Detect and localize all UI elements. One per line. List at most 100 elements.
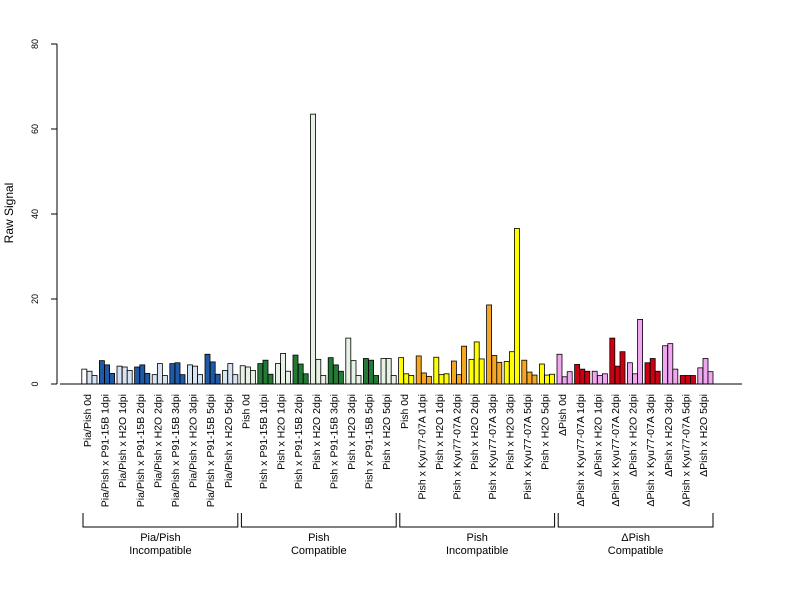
bar [274, 363, 281, 385]
bar [327, 357, 334, 385]
bar [508, 351, 515, 385]
bar [285, 370, 292, 385]
bar [456, 374, 463, 385]
bar [496, 361, 503, 385]
x-tick-label: Pish x H2O 3dpi [346, 394, 358, 470]
bar [126, 369, 133, 385]
group-bracket [557, 513, 714, 528]
bar [609, 337, 616, 385]
bar [249, 369, 256, 385]
x-tick-label: Pish 0d [399, 394, 411, 429]
x-tick-label: ΔPish x Kyu77-07A 5dpi [680, 394, 692, 507]
bar [408, 375, 415, 385]
x-tick-label: Pish x H2O 1dpi [276, 394, 288, 470]
bar [214, 373, 221, 385]
bar [473, 341, 480, 385]
x-tick-label: ΔPish x Kyu77-07A 1dpi [575, 394, 587, 507]
group-brackets: Pia/PishIncompatiblePishCompatiblePishIn… [82, 513, 714, 557]
bar [672, 368, 679, 385]
bar [169, 363, 176, 385]
bar [566, 371, 573, 385]
bar [227, 363, 234, 385]
bar [468, 358, 475, 385]
bar [244, 366, 251, 385]
x-tick-label: Pish x P91-15B 1dpi [258, 394, 270, 489]
x-tick-label: Pish 0d [240, 394, 252, 429]
y-tick-label: 80 [30, 39, 40, 49]
bar [134, 366, 141, 385]
bar [662, 345, 668, 385]
x-tick-label: ΔPish x H2O 3dpi [663, 394, 675, 477]
bar [574, 364, 580, 385]
bar [197, 374, 204, 385]
bar [368, 359, 375, 385]
bar [531, 374, 538, 385]
bar [292, 354, 299, 385]
bar [121, 366, 128, 385]
bar [549, 373, 555, 385]
bar [161, 375, 168, 385]
group-label-line2: Incompatible [446, 545, 508, 557]
y-tick-label: 20 [30, 294, 40, 304]
bar [302, 373, 309, 385]
bar [707, 371, 714, 385]
bar [521, 359, 528, 385]
bar [257, 363, 264, 385]
bar [539, 363, 545, 385]
x-tick-label: Pia/Pish x H2O 1dpi [117, 394, 129, 488]
bar [632, 373, 638, 385]
y-axis: 0 20 40 60 80 [30, 39, 58, 387]
bar [390, 375, 397, 385]
bar [584, 370, 591, 385]
bar [179, 374, 186, 385]
y-tick-label: 40 [30, 209, 40, 219]
bar [109, 372, 115, 385]
x-tick-label: Pia/Pish x H2O 5dpi [223, 394, 235, 488]
bar [450, 360, 457, 385]
bar [690, 375, 696, 385]
x-tick-label: Pia/Pish x P91-15B 2dpi [135, 394, 147, 507]
bar [232, 374, 239, 385]
bar [685, 375, 691, 385]
group-bracket [82, 513, 239, 528]
group-label-line1: Pish [466, 532, 487, 544]
bar [320, 375, 327, 385]
x-tick-label: ΔPish 0d [557, 394, 569, 436]
y-axis-label: Raw Signal [2, 183, 16, 244]
bar [461, 345, 468, 385]
x-tick-label: ΔPish x Kyu77-07A 3dpi [645, 394, 657, 507]
group-bracket [240, 513, 397, 528]
group-label-line1: Pia/Pish [140, 532, 180, 544]
bar [192, 365, 199, 385]
x-tick-label: Pish x Kyu77-07A 3dpi [487, 394, 499, 500]
bar [337, 370, 344, 385]
bar [104, 364, 110, 385]
x-tick-label: ΔPish x H2O 1dpi [592, 394, 604, 477]
bar [222, 369, 229, 385]
bar [262, 359, 269, 385]
x-tick-label: Pish x H2O 1dpi [434, 394, 446, 470]
bar [186, 364, 193, 385]
bar [420, 372, 427, 385]
bar [204, 353, 211, 385]
bar [139, 364, 146, 385]
x-tick-label: Pia/Pish x P91-15B 1dpi [100, 394, 112, 507]
bar [556, 353, 563, 385]
bar [144, 372, 151, 385]
bar [91, 375, 98, 385]
x-tick-label: Pia/Pish x H2O 2dpi [152, 394, 164, 488]
x-tick-label: ΔPish x Kyu77-07A 2dpi [610, 394, 622, 507]
bar [156, 363, 163, 385]
bar [697, 367, 704, 385]
group-label-line1: ΔPish [621, 532, 650, 544]
x-tick-label: Pish x H2O 2dpi [469, 394, 481, 470]
bar [526, 371, 533, 385]
bars [81, 113, 714, 385]
bar [627, 362, 633, 385]
bar [649, 358, 656, 385]
x-tick-label: Pish x H2O 5dpi [381, 394, 393, 470]
bar [380, 358, 387, 385]
x-tick-label: Pish x Kyu77-07A 5dpi [522, 394, 534, 500]
x-tick-label: Pish x H2O 5dpi [540, 394, 552, 470]
